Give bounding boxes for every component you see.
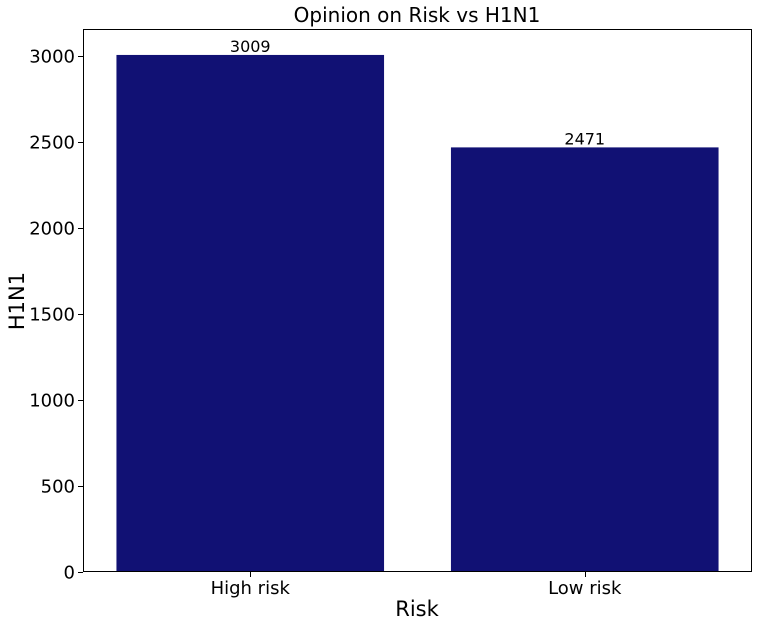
x-axis-label: Risk <box>395 597 439 621</box>
x-axis: High risk Low risk <box>211 572 622 599</box>
y-tick-label: 3000 <box>29 47 75 68</box>
y-tick-label: 1000 <box>29 391 75 412</box>
bars <box>116 54 719 573</box>
chart-title: Opinion on Risk vs H1N1 <box>294 3 541 27</box>
data-labels: 3009 2471 <box>230 37 605 148</box>
bar-low-risk <box>450 147 719 572</box>
y-tick-label: 2000 <box>29 219 75 240</box>
x-tick-label: High risk <box>211 578 291 599</box>
y-axis: 0 500 1000 1500 2000 2500 3000 <box>29 47 83 584</box>
y-tick-label: 1500 <box>29 305 75 326</box>
bar-high-risk <box>116 54 385 573</box>
y-axis-label: H1N1 <box>5 272 29 330</box>
y-tick-label: 2500 <box>29 133 75 154</box>
y-tick-label: 0 <box>64 563 75 584</box>
x-tick-label: Low risk <box>548 578 622 599</box>
y-tick-label: 500 <box>41 477 75 498</box>
data-label: 2471 <box>564 129 605 148</box>
plot-frame <box>83 29 752 572</box>
data-label: 3009 <box>230 37 271 56</box>
